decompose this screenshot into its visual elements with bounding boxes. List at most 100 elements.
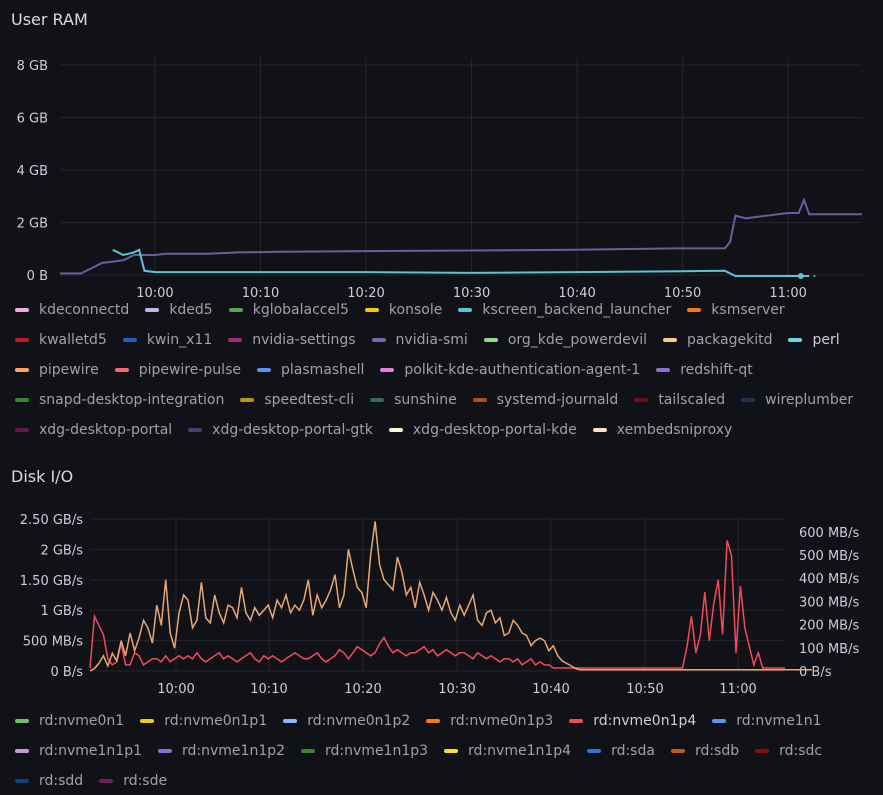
- legend-item-pipewire[interactable]: pipewire: [15, 356, 99, 384]
- legend-item-wireplumber[interactable]: wireplumber: [741, 386, 853, 414]
- y-tick-label: 2 GB: [17, 217, 48, 232]
- legend-swatch: [458, 308, 473, 312]
- legend-item-xdg-desktop-portal-kde[interactable]: xdg-desktop-portal-kde: [388, 416, 577, 444]
- x-tick-label: 10:10: [242, 286, 279, 300]
- legend-item-plasmashell[interactable]: plasmashell: [256, 356, 364, 384]
- legend-item-snapd-desktop-integration[interactable]: snapd-desktop-integration: [15, 386, 224, 414]
- ram-legend: kdeconnectd kded5 kglobalaccel5 konsole kscr…: [15, 294, 875, 444]
- legend-item-kwalletd5[interactable]: kwalletd5: [15, 326, 107, 354]
- legend-label: packagekitd: [686, 332, 773, 348]
- legend-item-nvidia-smi[interactable]: nvidia-smi: [371, 326, 468, 354]
- legend-swatch: [99, 779, 114, 783]
- legend-item-redshift-qt[interactable]: redshift-qt: [656, 356, 753, 384]
- y-left-tick-label: 1.50 GB/s: [20, 574, 83, 589]
- legend-swatch: [483, 338, 498, 342]
- legend-swatch: [662, 338, 677, 342]
- legend-swatch: [15, 428, 29, 432]
- legend-item-packagekitd[interactable]: packagekitd: [662, 326, 773, 354]
- legend-item-rd-nvme0n1p3[interactable]: rd:nvme0n1p3: [426, 707, 553, 735]
- legend-label: rd:nvme0n1p1: [164, 713, 268, 729]
- legend-item-rd-nvme1n1p4[interactable]: rd:nvme1n1p4: [444, 737, 571, 765]
- legend-item-rd-sdc[interactable]: rd:sdc: [755, 737, 822, 765]
- legend-swatch: [371, 338, 386, 342]
- x-tick-label: 10:30: [453, 286, 490, 300]
- legend-item-xembedsniproxy[interactable]: xembedsniproxy: [592, 416, 732, 444]
- legend-swatch: [140, 719, 155, 723]
- series-line-perl: [112, 248, 810, 277]
- y-left-tick-label: 1 GB/s: [40, 604, 83, 619]
- legend-item-systemd-journald[interactable]: systemd-journald: [472, 386, 618, 414]
- legend-swatch: [15, 719, 29, 723]
- y-right-tick-label: 600 MB/s: [799, 526, 859, 541]
- legend-label: kglobalaccel5: [252, 302, 349, 318]
- legend-item-rd-sdb[interactable]: rd:sdb: [670, 737, 739, 765]
- y-left-tick-label: 2 GB/s: [40, 543, 83, 558]
- x-tick-label: 10:50: [626, 682, 663, 697]
- legend-item-kdeconnectd[interactable]: kdeconnectd: [15, 296, 129, 324]
- legend-item-kglobalaccel5[interactable]: kglobalaccel5: [228, 296, 349, 324]
- legend-label: rd:sdd: [39, 773, 84, 789]
- legend-item-rd-nvme1n1p2[interactable]: rd:nvme1n1p2: [158, 737, 285, 765]
- legend-item-rd-nvme1n1p3[interactable]: rd:nvme1n1p3: [301, 737, 428, 765]
- legend-item-kscreen-backend-launcher[interactable]: kscreen_backend_launcher: [458, 296, 671, 324]
- legend-item-rd-sde[interactable]: rd:sde: [99, 767, 167, 795]
- legend-label: tailscaled: [658, 392, 726, 408]
- legend-swatch: [712, 719, 727, 723]
- x-tick-label: 10:40: [532, 682, 569, 697]
- legend-label: org_kde_powerdevil: [507, 332, 647, 348]
- user-ram-chart[interactable]: 0 B 2 GB 4 GB 6 GB 8 GB 10:00 10:10 10:20 10:30 1…: [0, 0, 883, 300]
- x-tick-label: 10:30: [438, 682, 475, 697]
- legend-label: pipewire: [39, 362, 99, 378]
- legend-item-rd-sdd[interactable]: rd:sdd: [15, 767, 83, 795]
- legend-item-pipewire-pulse[interactable]: pipewire-pulse: [114, 356, 241, 384]
- legend-item-speedtest-cli[interactable]: speedtest-cli: [240, 386, 354, 414]
- legend-swatch: [755, 749, 770, 753]
- legend-item-xdg-desktop-portal-gtk[interactable]: xdg-desktop-portal-gtk: [188, 416, 373, 444]
- legend-item-rd-sda[interactable]: rd:sda: [587, 737, 655, 765]
- legend-item-rd-nvme0n1p4[interactable]: rd:nvme0n1p4: [569, 707, 696, 735]
- legend-item-kded5[interactable]: kded5: [145, 296, 213, 324]
- disk-legend: rd:nvme0n1 rd:nvme0n1p1 rd:nvme0n1p2 rd:nvm…: [15, 705, 875, 795]
- legend-swatch: [388, 428, 403, 432]
- y-right-tick-label: 100 MB/s: [799, 642, 859, 657]
- legend-label: xdg-desktop-portal-kde: [412, 422, 577, 438]
- legend-label: konsole: [388, 302, 443, 318]
- y-left-tick-label: 0 B/s: [51, 665, 84, 680]
- legend-item-rd-nvme0n1[interactable]: rd:nvme0n1: [15, 707, 124, 735]
- legend-label: redshift-qt: [680, 362, 753, 378]
- legend-swatch: [256, 368, 271, 372]
- legend-label: nvidia-smi: [395, 332, 468, 348]
- legend-item-rd-nvme0n1p2[interactable]: rd:nvme0n1p2: [283, 707, 410, 735]
- legend-item-kwin-x11[interactable]: kwin_x11: [122, 326, 213, 354]
- legend-item-rd-nvme1n1p1[interactable]: rd:nvme1n1p1: [15, 737, 142, 765]
- legend-item-tailscaled[interactable]: tailscaled: [634, 386, 725, 414]
- legend-swatch: [188, 428, 203, 432]
- legend-item-nvidia-settings[interactable]: nvidia-settings: [228, 326, 356, 354]
- panel-title: Disk I/O: [11, 467, 74, 486]
- legend-swatch: [15, 779, 29, 783]
- legend-item-org-kde-powerdevil[interactable]: org_kde_powerdevil: [483, 326, 647, 354]
- x-tick-label: 10:20: [344, 682, 381, 697]
- legend-item-ksmserver[interactable]: ksmserver: [687, 296, 785, 324]
- legend-label: kwin_x11: [146, 332, 213, 348]
- legend-swatch: [228, 338, 243, 342]
- series-line-rd-nvme0n1p4-read-: [89, 521, 812, 672]
- y-right-tick-label: 200 MB/s: [799, 619, 859, 634]
- disk-io-chart[interactable]: 0 B/s 500 MB/s 1 GB/s 1.50 GB/s 2 GB/s 2.50 G…: [0, 460, 883, 710]
- legend-label: rd:nvme1n1p1: [39, 743, 143, 759]
- legend-swatch: [788, 338, 803, 342]
- legend-item-polkit-kde-authentication-agent-1[interactable]: polkit-kde-authentication-agent-1: [380, 356, 640, 384]
- legend-swatch: [656, 368, 671, 372]
- legend-item-rd-nvme1n1[interactable]: rd:nvme1n1: [712, 707, 822, 735]
- legend-item-perl[interactable]: perl: [788, 326, 840, 354]
- legend-swatch: [15, 398, 29, 402]
- legend-item-konsole[interactable]: konsole: [364, 296, 443, 324]
- x-tick-label: 10:20: [347, 286, 384, 300]
- series-line-rd-nvme0n1p4: [89, 540, 785, 669]
- legend-swatch: [301, 749, 316, 753]
- legend-item-sunshine[interactable]: sunshine: [370, 386, 457, 414]
- legend-item-rd-nvme0n1p1[interactable]: rd:nvme0n1p1: [140, 707, 267, 735]
- legend-swatch: [370, 398, 385, 402]
- legend-swatch: [15, 368, 29, 372]
- legend-item-xdg-desktop-portal[interactable]: xdg-desktop-portal: [15, 416, 172, 444]
